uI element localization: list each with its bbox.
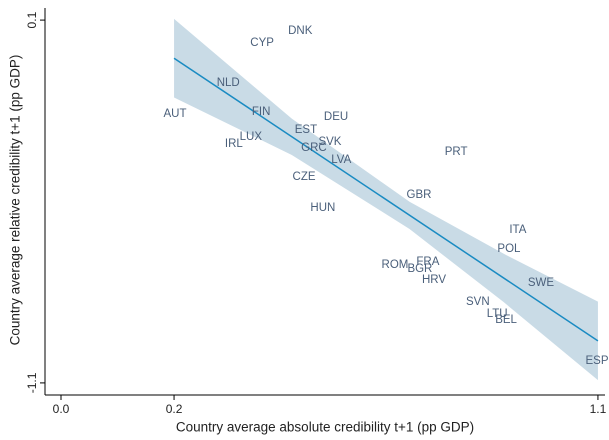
- point-label: ITA: [509, 224, 526, 236]
- point-label: SVN: [466, 296, 490, 308]
- point-label: CZE: [293, 171, 316, 183]
- fit-line: [173, 57, 599, 342]
- point-label: PRT: [445, 146, 468, 158]
- point-label: GRC: [301, 142, 327, 154]
- point-label: ROM: [382, 259, 409, 271]
- point-label: EST: [295, 124, 317, 136]
- point-label: DNK: [288, 25, 313, 37]
- point-label: HRV: [422, 274, 446, 286]
- y-tick-label: 0.1: [25, 11, 39, 28]
- point-label: ESP: [585, 355, 608, 367]
- point-label: NLD: [217, 77, 240, 89]
- point-label: POL: [497, 243, 521, 255]
- point-label: LVA: [331, 154, 351, 166]
- point-label: LUX: [240, 131, 263, 143]
- point-label: FRA: [416, 256, 439, 268]
- x-tick-label: 1.1: [590, 402, 607, 416]
- point-label: SWE: [528, 277, 555, 289]
- point-label: LTU: [487, 308, 508, 320]
- point-label: CYP: [250, 37, 274, 49]
- point-label: BEL: [495, 314, 517, 326]
- point-label: GBR: [407, 189, 432, 201]
- x-tick-label: 0.2: [166, 402, 183, 416]
- point-label: DEU: [324, 111, 348, 123]
- x-tick-label: 0.0: [53, 402, 70, 416]
- point-label: HUN: [310, 202, 335, 214]
- point-label: FIN: [252, 106, 271, 118]
- y-axis-title: Country average relative credibility t+1…: [8, 55, 23, 346]
- point-label: IRL: [225, 138, 244, 150]
- point-label: SVK: [318, 136, 341, 148]
- point-label: AUT: [163, 108, 186, 120]
- point-label: BGR: [407, 263, 432, 275]
- y-tick-label: -1.1: [25, 372, 39, 393]
- x-axis-title: Country average absolute credibility t+1…: [176, 420, 474, 435]
